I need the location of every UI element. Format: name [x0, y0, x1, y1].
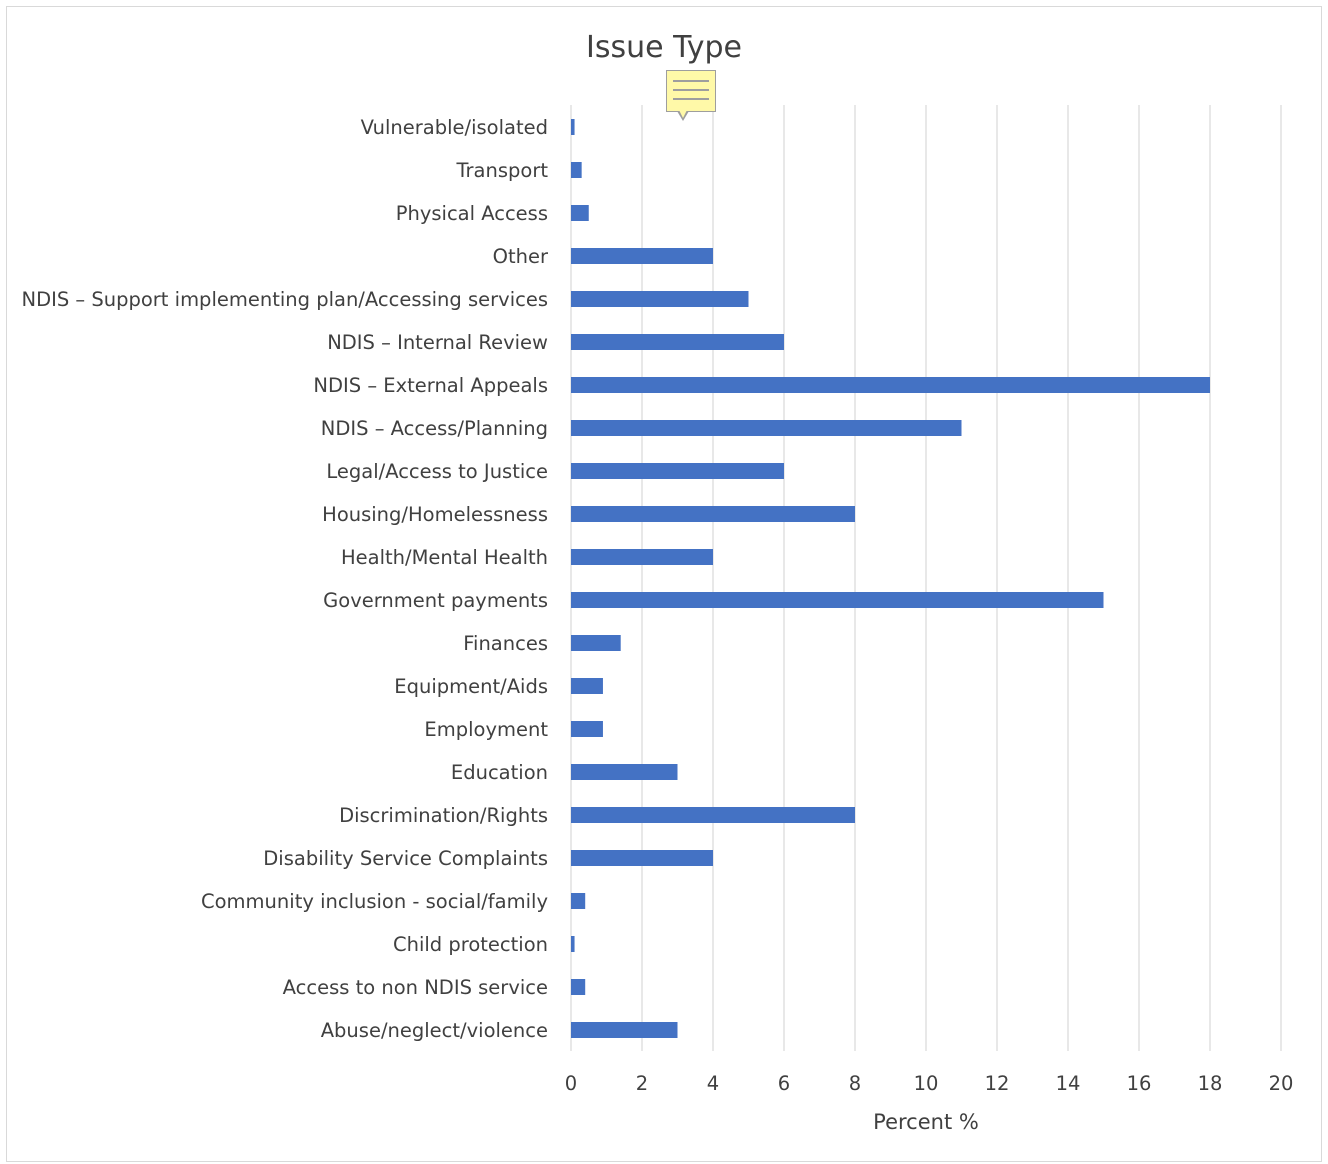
bar — [571, 850, 713, 866]
x-tick-label: 4 — [707, 1072, 719, 1095]
x-tick-label: 12 — [985, 1072, 1010, 1095]
x-tick-label: 14 — [1056, 1072, 1081, 1095]
category-label: NDIS – Support implementing plan/Accessi… — [21, 288, 548, 311]
category-label: Government payments — [323, 589, 548, 612]
x-tick-label: 20 — [1269, 1072, 1294, 1095]
bar — [571, 420, 962, 436]
bar — [571, 764, 678, 780]
bar — [571, 248, 713, 264]
category-label: Disability Service Complaints — [263, 847, 548, 870]
category-label: Access to non NDIS service — [283, 976, 548, 999]
category-label: Education — [451, 761, 548, 784]
bars — [571, 119, 1210, 1038]
x-tick-label: 10 — [914, 1072, 939, 1095]
category-label: NDIS – External Appeals — [313, 374, 548, 397]
category-labels: Vulnerable/isolated Transport Physical Acc… — [21, 116, 548, 1042]
bar — [571, 334, 784, 350]
category-label: Abuse/neglect/violence — [321, 1019, 548, 1042]
category-label: Vulnerable/isolated — [361, 116, 548, 139]
x-tick-labels: 0 2 4 6 8 10 12 14 16 18 20 — [565, 1072, 1294, 1095]
bar — [571, 807, 855, 823]
category-label: Community inclusion - social/family — [201, 890, 548, 913]
bar — [571, 463, 784, 479]
x-tick-label: 6 — [778, 1072, 790, 1095]
category-label: Equipment/Aids — [394, 675, 548, 698]
category-label: Transport — [455, 159, 548, 182]
x-tick-label: 2 — [636, 1072, 648, 1095]
bar — [571, 1022, 678, 1038]
category-label: Housing/Homelessness — [322, 503, 548, 526]
category-label: NDIS – Internal Review — [327, 331, 548, 354]
bar — [571, 506, 855, 522]
category-label: Health/Mental Health — [341, 546, 548, 569]
bar — [571, 377, 1210, 393]
bar — [571, 893, 586, 909]
category-label: Child protection — [393, 933, 548, 956]
category-label: Discrimination/Rights — [339, 804, 548, 827]
bar — [571, 162, 582, 178]
category-label: Employment — [424, 718, 548, 741]
comment-note-icon[interactable] — [666, 70, 716, 121]
bar — [571, 635, 621, 651]
bar — [571, 549, 713, 565]
category-label: Finances — [463, 632, 548, 655]
bar — [571, 205, 589, 221]
bar — [571, 592, 1104, 608]
bar — [571, 979, 586, 995]
chart-title: Issue Type — [585, 30, 743, 65]
x-tick-label: 16 — [1127, 1072, 1152, 1095]
bar — [571, 936, 575, 952]
x-tick-label: 18 — [1198, 1072, 1223, 1095]
bar — [571, 721, 603, 737]
category-label: Other — [493, 245, 549, 268]
x-axis-title: Percent % — [873, 1110, 979, 1134]
gridlines — [570, 105, 1282, 1051]
chart-frame — [6, 6, 1322, 1162]
category-label: NDIS – Access/Planning — [321, 417, 548, 440]
bar — [571, 678, 603, 694]
bar — [571, 291, 749, 307]
bar — [571, 119, 575, 135]
category-label: Physical Access — [396, 202, 548, 225]
x-tick-label: 8 — [849, 1072, 861, 1095]
x-tick-label: 0 — [565, 1072, 577, 1095]
category-label: Legal/Access to Justice — [326, 460, 548, 483]
